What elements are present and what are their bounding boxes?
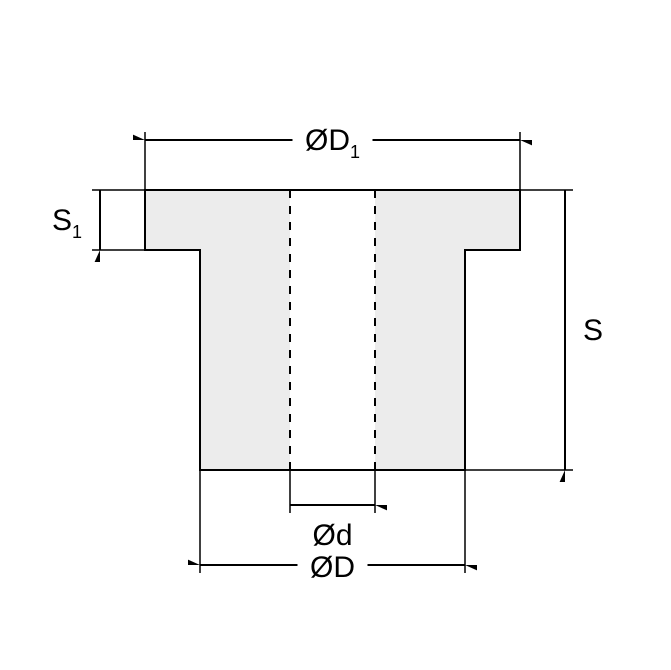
label-S1: S1 (52, 204, 82, 242)
label-d: Ød (312, 519, 352, 552)
label-S: S (583, 314, 603, 347)
label-D1: ØD1 (305, 124, 360, 162)
label-D: ØD (310, 551, 355, 584)
bushing-section (145, 190, 520, 470)
